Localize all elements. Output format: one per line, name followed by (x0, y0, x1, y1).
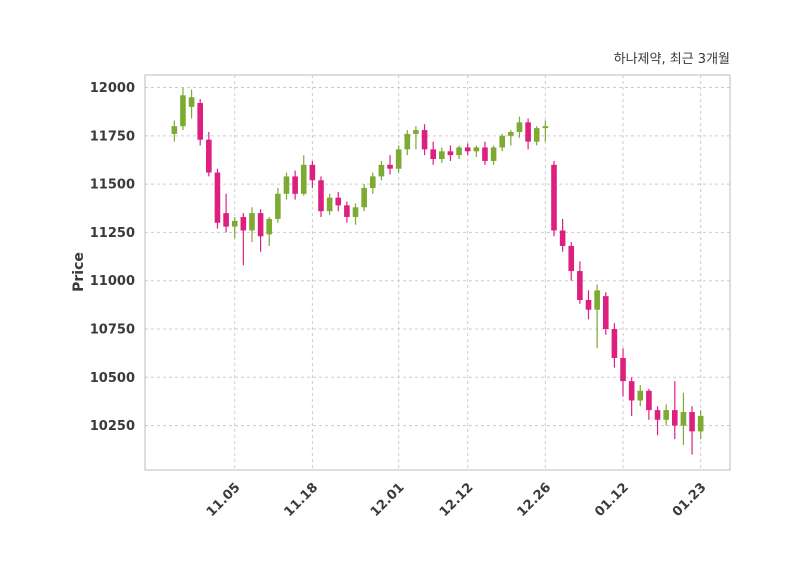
candle-body-up (369, 176, 376, 188)
candle-body-down (646, 390, 652, 411)
candle-body-up (404, 133, 411, 150)
candle-body-up (283, 176, 290, 194)
candle-body-down (335, 197, 342, 206)
candle-body-down (206, 139, 212, 173)
candle-body-up (542, 126, 549, 129)
candle-body-up (188, 97, 195, 107)
y-tick-label: 11750 (90, 129, 135, 144)
y-tick-label: 10750 (90, 322, 135, 337)
candle-body-down (197, 103, 204, 140)
candle-body-up (663, 410, 669, 420)
candle-body-down (525, 122, 531, 142)
candle-body-up (326, 197, 333, 212)
candle-body-up (473, 147, 480, 152)
y-tick-label: 11500 (90, 178, 135, 193)
candle-body-up (249, 213, 255, 231)
candle-body-up (300, 164, 307, 194)
candle-body-down (257, 213, 264, 237)
y-tick-label: 11000 (90, 274, 135, 289)
candle-body-down (309, 164, 316, 181)
x-tick-label: 01.23 (670, 480, 710, 520)
x-tick-label: 12.26 (515, 480, 555, 520)
candle-body-up (395, 149, 402, 169)
y-tick-label: 10250 (90, 419, 135, 434)
candle-body-up (352, 207, 359, 217)
candle-body-down (318, 180, 324, 212)
chart-title: 하나제약, 최근 3개월 (613, 52, 730, 67)
candle-body-down (464, 147, 471, 152)
candle-body-up (637, 390, 644, 401)
candle-body-up (680, 412, 687, 426)
candle-body-down (387, 164, 393, 169)
candle-body-up (378, 164, 385, 177)
x-tick-label: 01.12 (592, 480, 632, 520)
x-tick-label: 11.18 (282, 480, 322, 520)
y-tick-label: 11250 (90, 226, 135, 241)
candle-body-down (689, 412, 695, 432)
y-axis-label: Price (71, 252, 87, 292)
candle-body-up (516, 122, 523, 132)
candle-body-up (361, 187, 367, 208)
candle-body-down (611, 328, 618, 358)
candle-body-up (533, 128, 540, 142)
candle-body-down (654, 410, 661, 420)
candle-body-down (551, 164, 557, 231)
candle-body-down (628, 381, 635, 401)
candle-body-up (275, 193, 281, 219)
candle-body-down (577, 271, 583, 301)
candle-body-up (508, 131, 514, 136)
x-tick-label: 12.01 (368, 480, 408, 520)
candle-body-down (292, 176, 298, 194)
candle-body-up (231, 220, 238, 227)
candle-body-up (439, 151, 445, 160)
candle-body-down (214, 172, 221, 223)
candle-body-down (585, 300, 592, 310)
candle-body-down (344, 205, 350, 217)
candle-body-up (180, 95, 186, 127)
candle-body-up (456, 147, 462, 156)
candle-body-down (240, 216, 247, 231)
candle-body-down (482, 147, 488, 161)
candle-body-down (223, 213, 229, 227)
candle-body-up (266, 218, 273, 235)
x-tick-label: 11.05 (204, 480, 244, 520)
candle-body-down (671, 410, 678, 426)
candle-body-down (568, 245, 575, 272)
candle-body-down (559, 230, 566, 246)
y-tick-label: 12000 (90, 81, 135, 96)
candle-body-up (697, 415, 704, 432)
candle-body-up (594, 290, 600, 310)
candle-body-down (620, 357, 626, 382)
x-tick-label: 12.12 (437, 480, 477, 520)
plot-border (144, 74, 731, 471)
candle-body-up (171, 126, 178, 134)
y-tick-label: 10500 (90, 371, 135, 386)
candle-body-down (421, 130, 428, 150)
plot-area (145, 75, 730, 470)
candle-body-up (413, 130, 419, 134)
candle-body-up (499, 135, 506, 148)
candle-body-down (602, 296, 609, 329)
candle-body-up (490, 147, 497, 161)
candle-body-down (447, 151, 454, 156)
candle-body-down (430, 149, 436, 160)
